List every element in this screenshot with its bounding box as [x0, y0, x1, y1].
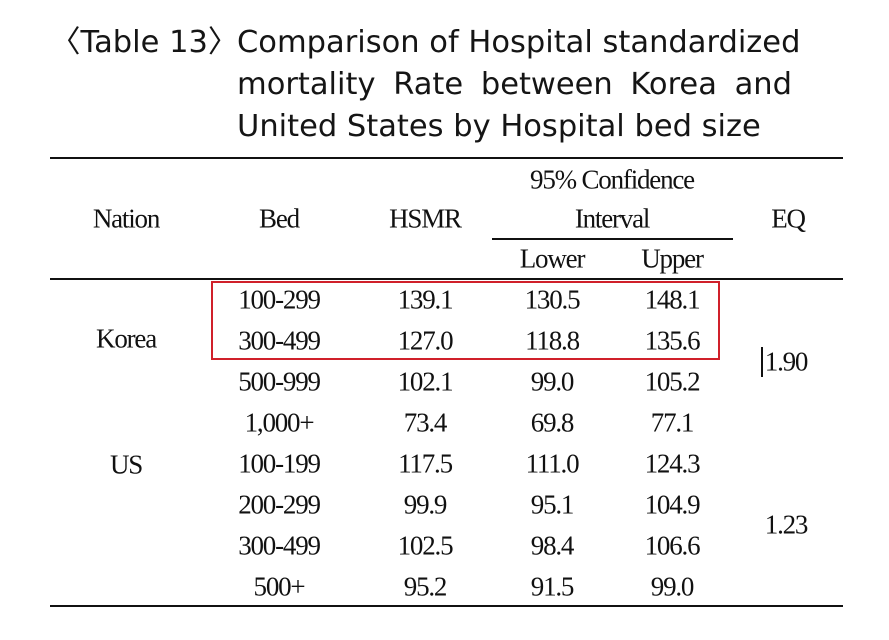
cell-bed: 100-199 — [238, 448, 321, 479]
cell-upper: 106.6 — [644, 530, 701, 561]
caption-line-2: mortality Rate between Korea and — [237, 67, 792, 102]
cell-hsmr: 117.5 — [398, 448, 453, 479]
cell-bed: 500-999 — [238, 366, 321, 397]
cell-lower: 91.5 — [530, 571, 575, 602]
cell-lower: 99.0 — [530, 366, 575, 397]
cell-upper: 99.0 — [650, 571, 695, 602]
cell-bed: 300-499 — [238, 530, 321, 561]
cell-bed: 100-299 — [238, 284, 321, 315]
cell-hsmr: 73.4 — [403, 407, 448, 438]
eq-bracket-mark — [761, 347, 763, 377]
table-top-rule — [50, 157, 843, 159]
cell-lower: 69.8 — [530, 407, 575, 438]
header-ci-line2: Interval — [574, 203, 651, 234]
caption-label: 〈Table 13〉 — [50, 25, 239, 60]
cell-hsmr: 127.0 — [397, 325, 454, 356]
header-bed: Bed — [259, 203, 300, 234]
header-upper: Upper — [641, 243, 704, 274]
header-hsmr: HSMR — [389, 203, 462, 234]
cell-bed: 200-299 — [238, 489, 321, 520]
nation-korea: Korea — [96, 323, 157, 354]
cell-hsmr: 99.9 — [403, 489, 448, 520]
header-nation: Nation — [92, 203, 161, 234]
eq-korea: 1.90 — [764, 346, 809, 377]
cell-hsmr: 102.5 — [397, 530, 454, 561]
caption-line-1: Comparison of Hospital standardized — [237, 25, 801, 60]
caption-line-3: United States by Hospital bed size — [237, 109, 761, 144]
cell-upper: 77.1 — [650, 407, 695, 438]
cell-lower: 111.0 — [525, 448, 580, 479]
cell-lower: 130.5 — [524, 284, 581, 315]
cell-upper: 104.9 — [644, 489, 701, 520]
cell-upper: 105.2 — [644, 366, 701, 397]
cell-upper: 124.3 — [644, 448, 701, 479]
cell-lower: 98.4 — [530, 530, 575, 561]
highlight-box — [211, 281, 720, 360]
header-lower: Lower — [519, 243, 586, 274]
table-bottom-rule — [50, 605, 843, 607]
header-bottom-rule — [50, 278, 843, 280]
cell-lower: 118.8 — [525, 325, 580, 356]
cell-bed: 1,000+ — [244, 407, 315, 438]
cell-hsmr: 139.1 — [397, 284, 454, 315]
cell-lower: 95.1 — [530, 489, 575, 520]
cell-hsmr: 102.1 — [397, 366, 454, 397]
cell-hsmr: 95.2 — [403, 571, 448, 602]
nation-us: US — [109, 449, 143, 480]
cell-upper: 148.1 — [644, 284, 701, 315]
ci-header-rule — [492, 238, 733, 240]
cell-bed: 500+ — [253, 571, 306, 602]
header-ci-line1: 95% Confidence — [530, 164, 695, 195]
cell-upper: 135.6 — [644, 325, 701, 356]
eq-us: 1.23 — [764, 509, 809, 540]
header-eq: EQ — [771, 203, 806, 234]
cell-bed: 300-499 — [238, 325, 321, 356]
